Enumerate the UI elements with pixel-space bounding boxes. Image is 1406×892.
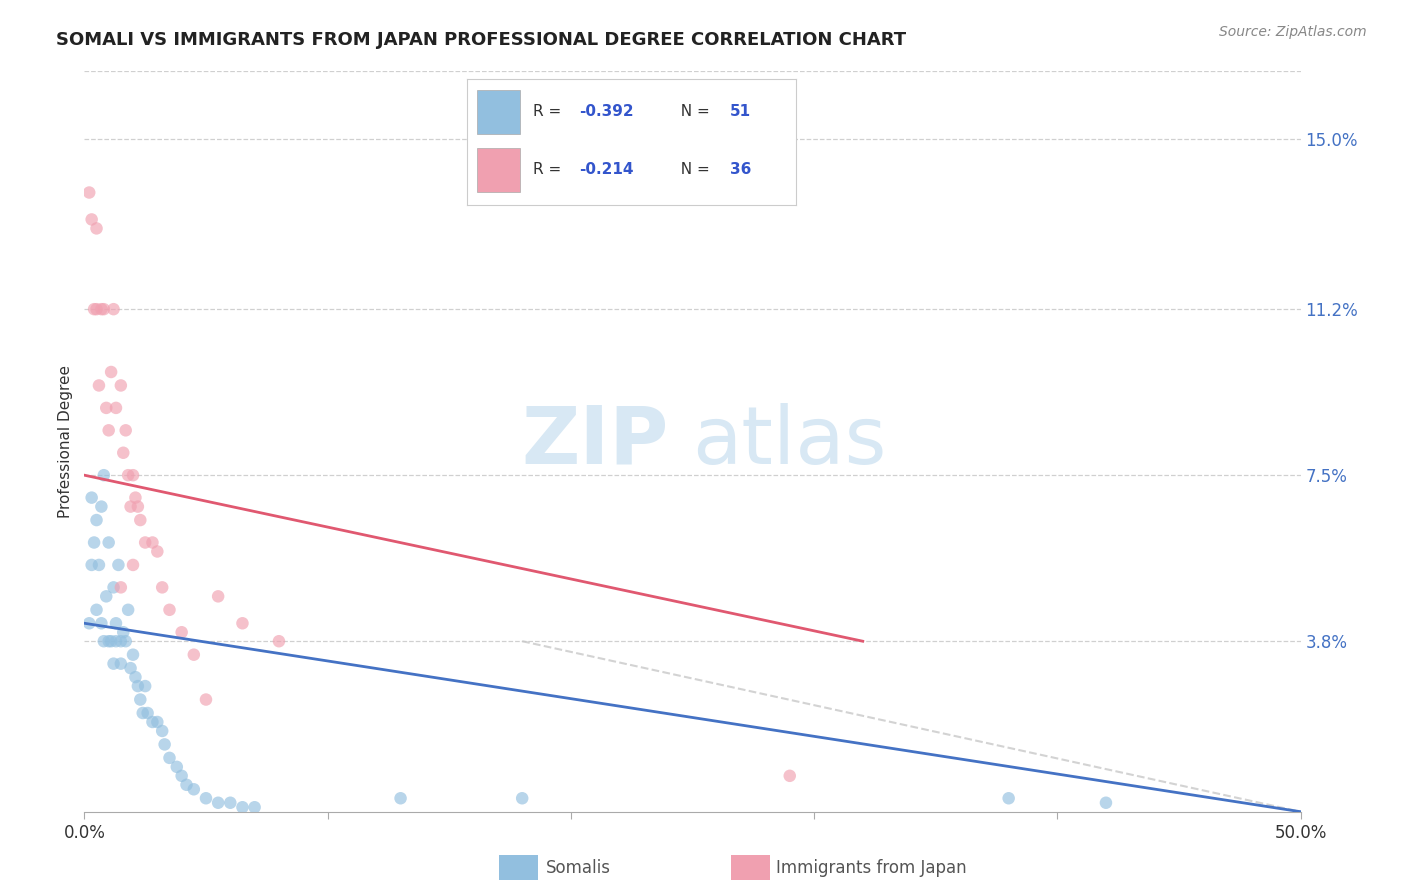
Point <box>141 714 163 729</box>
Point <box>779 769 801 783</box>
Text: Somalis: Somalis <box>546 859 610 877</box>
Point <box>77 186 100 200</box>
Point <box>183 648 205 662</box>
Point <box>132 706 155 720</box>
Text: ZIP: ZIP <box>520 402 668 481</box>
Point <box>86 221 108 235</box>
Point <box>207 590 229 604</box>
Point <box>83 302 105 317</box>
Text: SOMALI VS IMMIGRANTS FROM JAPAN PROFESSIONAL DEGREE CORRELATION CHART: SOMALI VS IMMIGRANTS FROM JAPAN PROFESSI… <box>56 31 907 49</box>
Point <box>86 603 108 617</box>
Point <box>170 769 193 783</box>
Point <box>104 616 127 631</box>
Point <box>86 513 108 527</box>
Point <box>83 535 105 549</box>
Point <box>134 679 156 693</box>
Point <box>86 302 108 317</box>
Point <box>176 778 198 792</box>
Point <box>389 791 412 805</box>
Point <box>112 446 135 460</box>
Point <box>195 692 218 706</box>
Point <box>104 401 127 415</box>
Point <box>146 714 169 729</box>
Point <box>122 468 145 483</box>
Point <box>112 625 135 640</box>
Point <box>243 800 266 814</box>
Point <box>114 423 136 437</box>
Text: Source: ZipAtlas.com: Source: ZipAtlas.com <box>1219 25 1367 39</box>
Point <box>1095 796 1118 810</box>
Point <box>141 535 163 549</box>
Point <box>195 791 218 805</box>
Point <box>117 468 139 483</box>
Point <box>87 558 110 572</box>
Point <box>80 558 103 572</box>
Point <box>136 706 159 720</box>
Point <box>110 378 132 392</box>
Point <box>93 302 115 317</box>
Point <box>97 423 120 437</box>
Point <box>117 603 139 617</box>
Point <box>146 544 169 558</box>
Point <box>93 634 115 648</box>
Point <box>96 401 118 415</box>
Point <box>231 616 253 631</box>
Point <box>159 751 181 765</box>
Point <box>114 634 136 648</box>
Point <box>80 491 103 505</box>
Point <box>122 648 145 662</box>
Point <box>107 558 129 572</box>
Point <box>97 634 120 648</box>
Point <box>120 500 142 514</box>
Point <box>103 580 125 594</box>
Point <box>127 500 149 514</box>
Point <box>100 365 122 379</box>
Point <box>183 782 205 797</box>
Point <box>170 625 193 640</box>
Point <box>103 657 125 671</box>
Point <box>134 535 156 549</box>
Point <box>80 212 103 227</box>
Point <box>110 657 132 671</box>
Point <box>997 791 1019 805</box>
Point <box>100 634 122 648</box>
Point <box>110 580 132 594</box>
Point <box>103 302 125 317</box>
Point <box>77 616 100 631</box>
Point <box>97 535 120 549</box>
Point <box>129 692 152 706</box>
Point <box>90 616 112 631</box>
Point <box>87 378 110 392</box>
Point <box>510 791 533 805</box>
Point <box>166 760 188 774</box>
Point <box>219 796 242 810</box>
Point <box>129 513 152 527</box>
Point <box>150 723 173 738</box>
Point <box>96 590 118 604</box>
Point <box>110 634 132 648</box>
Point <box>93 468 115 483</box>
Point <box>124 491 146 505</box>
Point <box>90 500 112 514</box>
Point <box>127 679 149 693</box>
Point <box>90 302 112 317</box>
Point <box>122 558 145 572</box>
Point <box>231 800 253 814</box>
Text: atlas: atlas <box>693 402 887 481</box>
Text: Immigrants from Japan: Immigrants from Japan <box>776 859 967 877</box>
Point <box>150 580 173 594</box>
Point <box>104 634 127 648</box>
Y-axis label: Professional Degree: Professional Degree <box>58 365 73 518</box>
Point <box>124 670 146 684</box>
Point <box>153 738 176 752</box>
Point <box>159 603 181 617</box>
Point <box>267 634 290 648</box>
Point <box>120 661 142 675</box>
Point <box>207 796 229 810</box>
